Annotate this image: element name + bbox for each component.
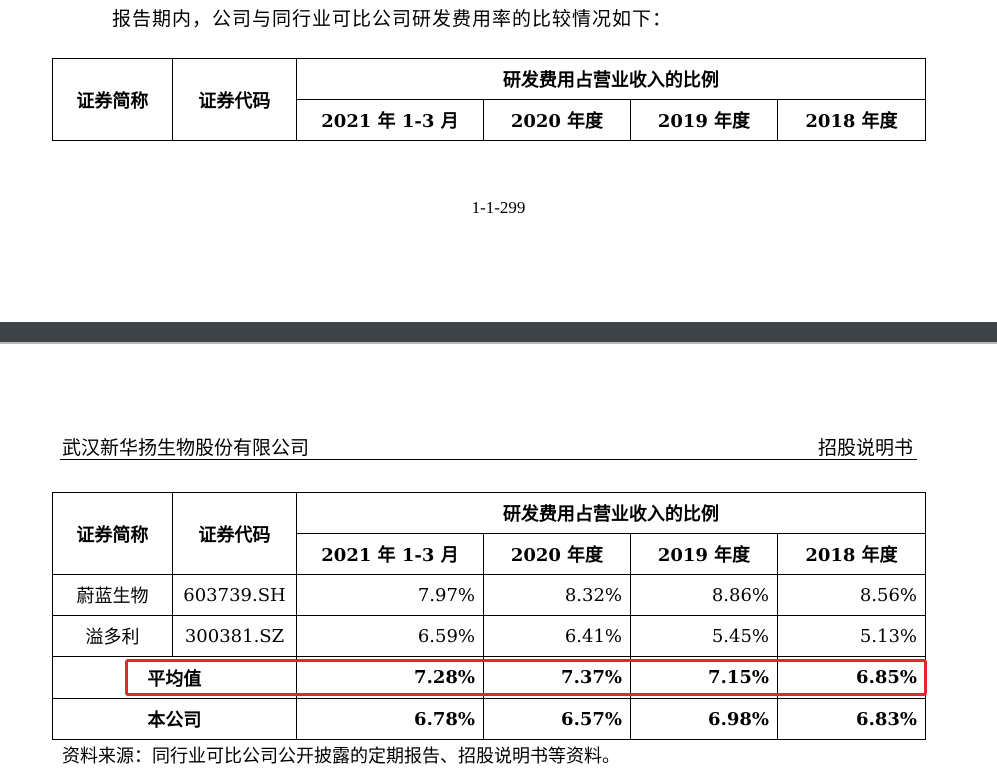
ratio-cell: 6.41% — [483, 615, 631, 657]
rd-ratio-table: 证券简称 证券代码 研发费用占营业收入的比例 2021 年 1-3 月 2020… — [52, 492, 926, 740]
source-note: 资料来源：同行业可比公司公开披露的定期报告、招股说明书等资料。 — [62, 746, 620, 767]
company-code: 603739.SH — [172, 574, 297, 616]
period-header: 2019 年度 — [630, 99, 778, 141]
period-header: 2021 年 1-3 月 — [296, 533, 484, 575]
col-header-code: 证券代码 — [172, 58, 297, 141]
table-row: 蔚蓝生物 603739.SH 7.97% 8.32% 8.86% 8.56% — [52, 574, 926, 616]
company-cell: 6.78% — [296, 698, 484, 740]
average-cell: 7.28% — [296, 656, 484, 699]
company-name: 溢多利 — [52, 615, 173, 657]
period-header: 2018 年度 — [777, 533, 926, 575]
doc-header-company: 武汉新华扬生物股份有限公司 — [62, 437, 310, 459]
header-rule — [60, 459, 917, 460]
period-header: 2021 年 1-3 月 — [296, 99, 484, 141]
group-header: 研发费用占营业收入的比例 — [296, 58, 926, 100]
period-header: 2020 年度 — [483, 533, 631, 575]
company-cell: 6.57% — [483, 698, 631, 740]
page-number: 1-1-299 — [471, 198, 526, 217]
page-divider — [0, 322, 997, 342]
doc-header-type: 招股说明书 — [817, 437, 913, 459]
period-header: 2020 年度 — [483, 99, 631, 141]
average-cell: 7.15% — [630, 656, 778, 699]
col-header-name: 证券简称 — [52, 492, 173, 575]
highlight-box — [125, 659, 927, 696]
period-header: 2019 年度 — [630, 533, 778, 575]
company-name: 蔚蓝生物 — [52, 574, 173, 616]
average-label: 平均值 — [52, 656, 297, 699]
previous-page-fragment: 报告期内，公司与同行业可比公司研发费用率的比较情况如下： 证券简称 证券代码 研… — [0, 0, 997, 322]
table-row: 溢多利 300381.SZ 6.59% 6.41% 5.45% 5.13% — [52, 615, 926, 657]
ratio-cell: 5.45% — [630, 615, 778, 657]
ratio-cell: 7.97% — [296, 574, 484, 616]
col-header-name: 证券简称 — [52, 58, 173, 141]
period-header: 2018 年度 — [777, 99, 926, 141]
ratio-cell: 8.56% — [777, 574, 926, 616]
col-header-code: 证券代码 — [172, 492, 297, 575]
page-divider-shadow — [0, 342, 997, 344]
company-cell: 6.98% — [630, 698, 778, 740]
ratio-cell: 5.13% — [777, 615, 926, 657]
company-label: 本公司 — [52, 698, 297, 740]
group-header: 研发费用占营业收入的比例 — [296, 492, 926, 534]
intro-text: 报告期内，公司与同行业可比公司研发费用率的比较情况如下： — [112, 8, 673, 30]
company-code: 300381.SZ — [172, 615, 297, 657]
company-cell: 6.83% — [777, 698, 926, 740]
ratio-cell: 8.32% — [483, 574, 631, 616]
ratio-cell: 6.59% — [296, 615, 484, 657]
ratio-cell: 8.86% — [630, 574, 778, 616]
rd-ratio-table-header-top: 证券简称 证券代码 研发费用占营业收入的比例 2021 年 1-3 月 2020… — [52, 58, 926, 141]
company-row: 本公司 6.78% 6.57% 6.98% 6.83% — [52, 698, 926, 740]
average-row: 平均值 7.28% 7.37% 7.15% 6.85% — [52, 656, 926, 699]
